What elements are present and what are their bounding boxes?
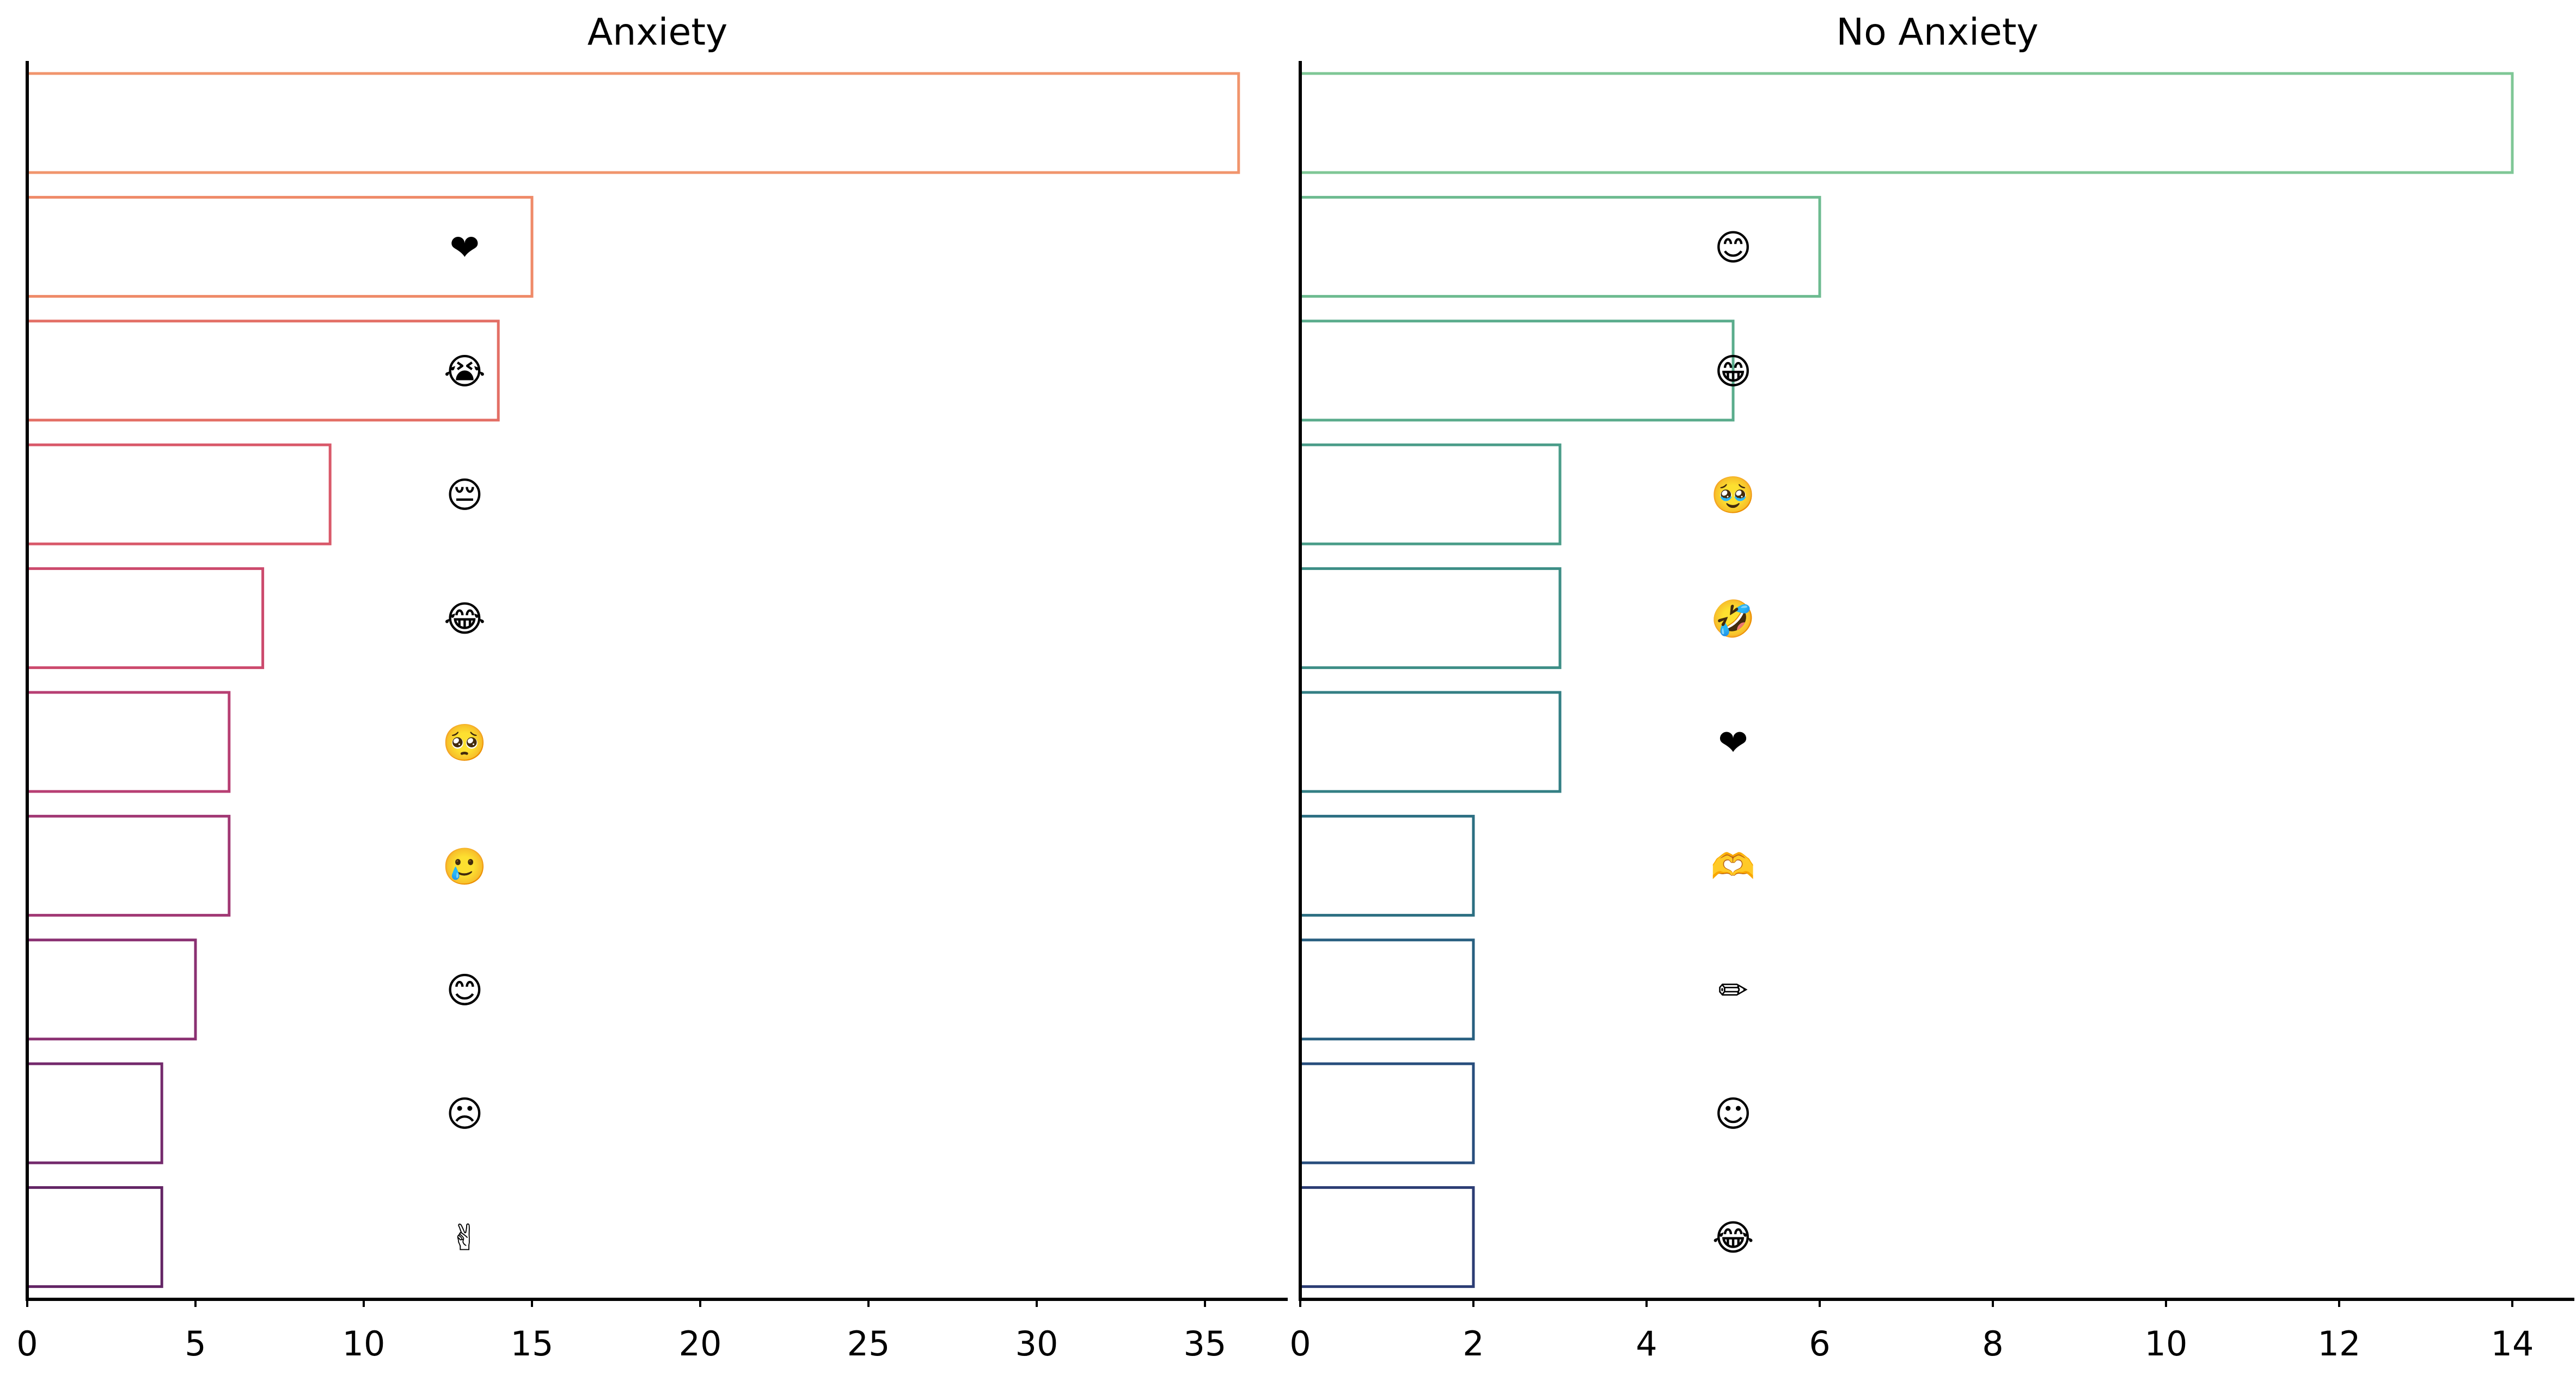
category-label-anxiety-7: 😊 <box>446 969 484 1011</box>
x-tick-label-no-anxiety-2: 4 <box>1636 1324 1657 1364</box>
x-tick-label-no-anxiety-3: 6 <box>1809 1324 1830 1364</box>
bar-no-anxiety-7 <box>1299 938 1475 1041</box>
chart-title-anxiety: Anxiety <box>588 11 728 54</box>
bar-no-anxiety-9 <box>1299 1186 1475 1288</box>
category-label-no-anxiety-5: ❤ <box>1718 722 1748 764</box>
category-label-anxiety-3: 😔 <box>446 474 484 516</box>
x-tick-label-no-anxiety-0: 0 <box>1289 1324 1311 1364</box>
x-tick-label-no-anxiety-4: 8 <box>1982 1324 2003 1364</box>
x-tick-label-anxiety-1: 5 <box>185 1324 206 1364</box>
category-label-no-anxiety-3: 🥹 <box>1711 474 1755 516</box>
bar-no-anxiety-6 <box>1299 814 1475 917</box>
category-label-anxiety-5: 🥺 <box>442 722 487 764</box>
category-label-no-anxiety-1: 😊 <box>1715 226 1752 268</box>
bar-no-anxiety-4 <box>1299 567 1562 670</box>
x-tick-label-anxiety-0: 0 <box>16 1324 38 1364</box>
category-label-no-anxiety-9: 😂 <box>1712 1217 1754 1259</box>
x-tick-label-no-anxiety-6: 12 <box>2318 1324 2361 1364</box>
chart-title-no-anxiety: No Anxiety <box>1836 11 2039 54</box>
category-label-anxiety-6: 🥲 <box>442 845 487 887</box>
bar-anxiety-4 <box>26 567 265 670</box>
bar-no-anxiety-0 <box>1299 72 2514 174</box>
bar-no-anxiety-3 <box>1299 443 1562 545</box>
x-tick-label-anxiety-6: 30 <box>1015 1324 1058 1364</box>
bar-anxiety-8 <box>26 1062 163 1164</box>
panel-anxiety: Anxiety ❤ 😭 😔 😂 🥺 🥲 😊 ☹ ✌ 0 5 10 15 20 25 30 35 <box>16 11 1288 1364</box>
x-tick-label-no-anxiety-5: 10 <box>2145 1324 2188 1364</box>
bar-anxiety-2 <box>26 320 500 422</box>
x-tick-label-no-anxiety-1: 2 <box>1463 1324 1484 1364</box>
bar-anxiety-5 <box>26 691 231 793</box>
bar-anxiety-6 <box>26 814 231 917</box>
category-label-anxiety-4: 😂 <box>444 598 486 640</box>
bar-anxiety-9 <box>26 1186 163 1288</box>
category-label-no-anxiety-4: 🤣 <box>1709 598 1755 642</box>
bar-no-anxiety-2 <box>1299 320 1735 422</box>
bar-anxiety-7 <box>26 938 197 1041</box>
category-label-anxiety-1: ❤ <box>450 226 480 268</box>
x-tick-label-anxiety-5: 25 <box>847 1324 890 1364</box>
x-tick-label-anxiety-7: 35 <box>1184 1324 1227 1364</box>
bar-no-anxiety-8 <box>1299 1062 1475 1164</box>
bar-anxiety-3 <box>26 443 332 545</box>
bar-no-anxiety-5 <box>1299 691 1562 793</box>
category-label-no-anxiety-7: ✏ <box>1718 969 1748 1011</box>
category-label-anxiety-8: ☹ <box>446 1093 484 1135</box>
category-label-no-anxiety-8: ☺ <box>1715 1093 1752 1135</box>
panel-no-anxiety: No Anxiety 😊 😁 🥹 🤣 ❤ 🫶 ✏ ☺ 😂 0 2 4 6 8 10 12 14 <box>1289 11 2574 1364</box>
x-tick-label-no-anxiety-7: 14 <box>2491 1324 2534 1364</box>
bar-anxiety-0 <box>26 72 1240 174</box>
category-label-anxiety-9: ✌ <box>450 1217 480 1259</box>
x-tick-label-anxiety-3: 15 <box>511 1324 554 1364</box>
x-tick-label-anxiety-4: 20 <box>679 1324 722 1364</box>
x-tick-label-anxiety-2: 10 <box>342 1324 386 1364</box>
category-label-no-anxiety-2: 😁 <box>1715 351 1752 392</box>
category-label-anxiety-2: 😭 <box>444 351 486 392</box>
category-label-no-anxiety-6: 🫶 <box>1711 845 1755 887</box>
